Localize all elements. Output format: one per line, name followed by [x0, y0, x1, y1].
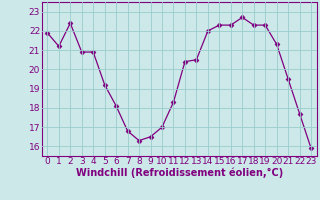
X-axis label: Windchill (Refroidissement éolien,°C): Windchill (Refroidissement éolien,°C)	[76, 168, 283, 178]
